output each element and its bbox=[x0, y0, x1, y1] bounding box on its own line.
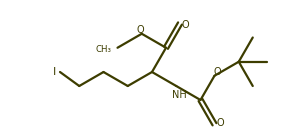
Text: O: O bbox=[137, 25, 144, 35]
Text: NH: NH bbox=[172, 90, 187, 100]
Text: O: O bbox=[217, 118, 224, 128]
Text: O: O bbox=[181, 19, 189, 29]
Text: CH₃: CH₃ bbox=[95, 45, 111, 54]
Text: O: O bbox=[214, 67, 221, 77]
Text: I: I bbox=[52, 67, 56, 77]
